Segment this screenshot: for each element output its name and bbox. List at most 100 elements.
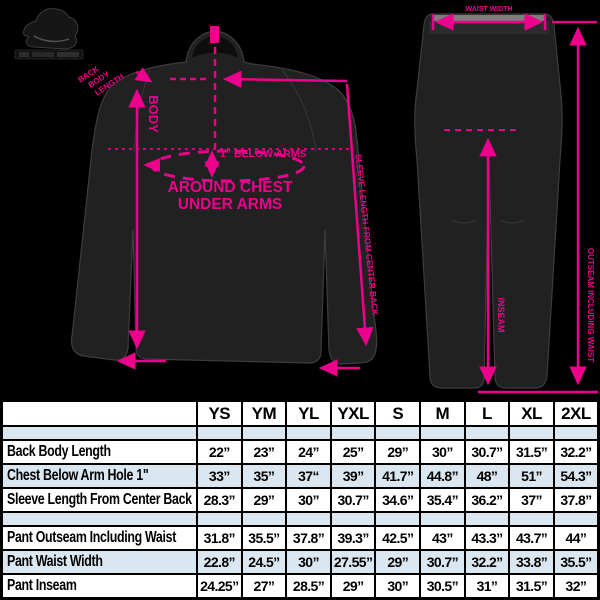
chest-ellipse-arrow xyxy=(143,158,160,172)
size-col-header: S xyxy=(374,399,422,427)
sleeve-length-line xyxy=(345,83,374,347)
brand-logo xyxy=(14,8,84,60)
spacer-cell xyxy=(463,425,511,441)
value-cell: 28.3” xyxy=(196,487,243,513)
spacer-cell xyxy=(419,511,466,527)
value-cell: 36.2” xyxy=(463,487,511,513)
spacer-cell xyxy=(419,425,466,441)
table-row: Chest Below Arm Hole 1" 33” 35” 37“ 39” 41.7”… xyxy=(0,463,600,489)
row-label: Pant Inseam xyxy=(0,573,198,600)
value-cell: 32.2” xyxy=(552,439,600,465)
row-label-text: Chest Below Arm Hole 1" xyxy=(7,467,149,484)
value-cell: 35.5” xyxy=(240,525,288,551)
value-cell: 39” xyxy=(329,463,377,489)
wordmark-glyphs xyxy=(57,52,79,57)
value-cell: 29” xyxy=(240,487,288,513)
spacer-row xyxy=(0,511,600,527)
value-cell: 44” xyxy=(552,525,600,551)
value-cell: 24.25” xyxy=(196,573,243,600)
value-cell: 24” xyxy=(285,439,332,465)
row-label: Pant Waist Width xyxy=(0,549,198,575)
spacer-cell xyxy=(196,511,243,527)
spacer-cell xyxy=(329,511,377,527)
value-cell: 51” xyxy=(508,463,555,489)
value-cell: 31.5” xyxy=(508,573,555,600)
value-cell: 30” xyxy=(419,439,466,465)
waist-width-label: WAIST WIDTH xyxy=(465,6,512,13)
value-cell: 31.8” xyxy=(196,525,243,551)
jacket-silhouette xyxy=(70,30,378,365)
value-cell: 30” xyxy=(285,487,332,513)
value-cell: 44.8” xyxy=(419,463,466,489)
knee-seam-left xyxy=(451,219,477,224)
crow-logo-icon xyxy=(23,8,79,50)
spacer-cell xyxy=(374,425,422,441)
spacer-cell xyxy=(285,511,332,527)
value-cell: 23” xyxy=(240,439,288,465)
row-label-text: Back Body Length xyxy=(7,443,111,460)
inseam-label: INSEAM xyxy=(496,297,506,332)
table-row: Sleeve Length From Center Back 28.3” 29” 30… xyxy=(0,487,600,513)
spacer-cell xyxy=(240,425,288,441)
value-cell: 35” xyxy=(240,463,288,489)
value-cell: 41.7” xyxy=(374,463,422,489)
value-cell: 39.3” xyxy=(329,525,377,551)
spacer-cell xyxy=(508,511,555,527)
spacer-cell xyxy=(508,425,555,441)
row-label: Chest Below Arm Hole 1" xyxy=(0,463,198,489)
size-col-header: YXL xyxy=(329,399,377,427)
size-col-header: 2XL xyxy=(552,399,600,427)
value-cell: 31.5” xyxy=(508,439,555,465)
spacer-cell xyxy=(196,425,243,441)
measurement-diagram: BACK BODY LENGTH BODY 1” BELOW ARMS AROU… xyxy=(14,6,598,394)
value-cell: 37.8” xyxy=(285,525,332,551)
value-cell: 33” xyxy=(196,463,243,489)
seam-right xyxy=(281,69,317,153)
size-col-header: YS xyxy=(196,399,243,427)
value-cell: 22.8” xyxy=(196,549,243,575)
size-table: YS YM YL YXL S M L XL 2XL Back Body Length 22” 23” 2… xyxy=(0,399,600,600)
outseam-label: OUTSEAM INCLUDING WAIST xyxy=(586,248,595,362)
value-cell: 29” xyxy=(374,549,422,575)
row-label: Back Body Length xyxy=(0,439,198,465)
value-cell: 32.2” xyxy=(463,549,511,575)
value-cell: 43.7” xyxy=(508,525,555,551)
table-row: Pant Outseam Including Waist 31.8” 35.5” 37… xyxy=(0,525,600,551)
spacer-cell xyxy=(374,511,422,527)
spacer-row xyxy=(0,425,600,441)
row-label: Sleeve Length From Center Back xyxy=(0,487,198,513)
value-cell: 48” xyxy=(463,463,511,489)
table-row: Back Body Length 22” 23” 24” 25” 29” 30” 30.7” 3… xyxy=(0,439,600,465)
table-row: Pant Waist Width 22.8” 24.5” 30” 27.55” 29” 30… xyxy=(0,549,600,575)
value-cell: 30.7” xyxy=(463,439,511,465)
value-cell: 42.5” xyxy=(374,525,422,551)
size-col-header: L xyxy=(463,399,511,427)
spacer-cell xyxy=(329,425,377,441)
value-cell: 37” xyxy=(508,487,555,513)
spacer-cell xyxy=(463,511,511,527)
collar-tick xyxy=(210,26,219,43)
table-row: Pant Inseam 24.25” 27” 28.5” 29” 30” 30.5” 31” 3… xyxy=(0,573,600,600)
row-label-text: Pant Inseam xyxy=(7,577,77,594)
value-cell: 54.3” xyxy=(552,463,600,489)
value-cell: 32” xyxy=(552,573,600,600)
waistband-lining xyxy=(432,15,546,21)
value-cell: 28.5” xyxy=(285,573,332,600)
back-body-pointer-arrow xyxy=(134,67,153,83)
value-cell: 22” xyxy=(196,439,243,465)
around-chest-label: AROUND CHEST xyxy=(168,179,293,196)
value-cell: 25” xyxy=(329,439,377,465)
body-label: BODY xyxy=(146,95,161,133)
size-col-header: XL xyxy=(508,399,555,427)
value-cell: 37“ xyxy=(285,463,332,489)
value-cell: 27.55” xyxy=(329,549,377,575)
value-cell: 30.5” xyxy=(419,573,466,600)
spacer-cell xyxy=(0,511,198,527)
value-cell: 30.7” xyxy=(329,487,377,513)
sleeve-horizontal-line xyxy=(222,70,348,89)
spacer-cell xyxy=(552,425,600,441)
value-cell: 31” xyxy=(463,573,511,600)
value-cell: 43.3” xyxy=(463,525,511,551)
wordmark-glyphs xyxy=(32,52,54,57)
